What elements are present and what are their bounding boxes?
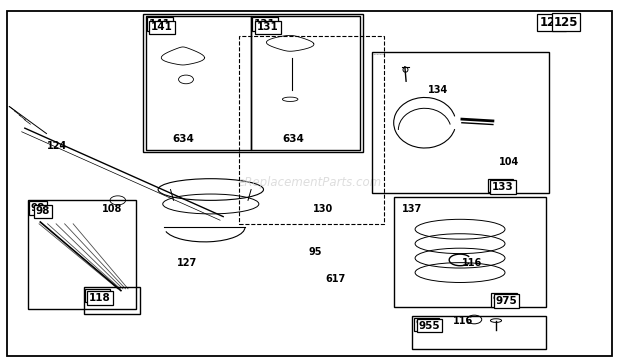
Text: 975: 975 — [493, 295, 515, 305]
Text: 634: 634 — [282, 134, 304, 144]
Bar — [412, 316, 546, 349]
Text: 95: 95 — [308, 247, 322, 257]
Text: eReplacementParts.com: eReplacementParts.com — [238, 176, 382, 189]
Text: 116: 116 — [462, 258, 482, 268]
Text: 137: 137 — [402, 204, 422, 214]
Bar — [28, 200, 136, 309]
Text: 118: 118 — [89, 293, 111, 303]
Text: 131: 131 — [254, 19, 276, 29]
Bar — [84, 287, 140, 314]
Text: 955: 955 — [418, 321, 440, 331]
Bar — [146, 16, 251, 150]
Text: 98: 98 — [36, 206, 50, 217]
Text: 116: 116 — [453, 316, 473, 326]
Text: 131: 131 — [257, 22, 279, 32]
Text: 125: 125 — [554, 16, 578, 29]
Text: 108: 108 — [102, 204, 123, 214]
Text: 104: 104 — [499, 157, 520, 167]
Text: 125: 125 — [539, 16, 564, 29]
Text: 133: 133 — [490, 180, 511, 191]
Text: 118: 118 — [87, 291, 108, 301]
Text: 975: 975 — [495, 296, 517, 306]
Bar — [251, 16, 360, 150]
Text: 617: 617 — [326, 274, 346, 284]
Text: 141: 141 — [151, 22, 173, 32]
Text: 98: 98 — [31, 203, 45, 213]
Text: 141: 141 — [149, 19, 170, 29]
Text: 130: 130 — [313, 204, 334, 214]
Text: 127: 127 — [177, 258, 197, 268]
Bar — [372, 52, 549, 193]
Text: 133: 133 — [492, 182, 514, 192]
Text: 124: 124 — [46, 141, 67, 151]
Text: 134: 134 — [428, 85, 448, 95]
Bar — [239, 36, 384, 224]
Text: 955: 955 — [415, 319, 437, 330]
Bar — [143, 14, 363, 152]
Bar — [394, 197, 546, 307]
Text: 634: 634 — [172, 134, 194, 144]
